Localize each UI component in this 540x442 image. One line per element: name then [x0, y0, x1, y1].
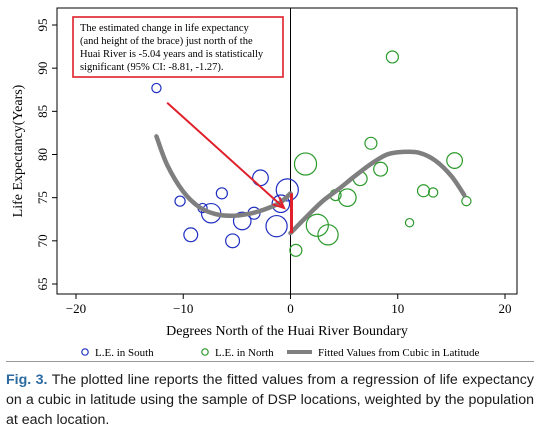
figure-caption: Fig. 3. The plotted line reports the fit… [6, 370, 534, 430]
x-tick-label: 10 [391, 301, 404, 316]
chart-figure: −20 −10 0 10 20 65 70 75 80 85 90 95 Degrees North … [11, 7, 518, 359]
annotation-line-1: The estimated change in life expectancy [80, 23, 250, 34]
caption-divider [6, 361, 534, 362]
south-data-point [225, 233, 241, 249]
chart-marks [151, 50, 472, 257]
y-tick-label: 75 [35, 191, 50, 204]
south-data-point [271, 194, 291, 214]
north-data-point [446, 152, 464, 169]
legend-south-label: L.E. in South [95, 347, 154, 359]
y-tick-label: 65 [35, 278, 50, 291]
x-tick-label: 20 [499, 301, 512, 316]
annotation-line-4: significant (95% CI: -8.81, -1.27). [80, 62, 223, 73]
svg-text:The estimated change in life e: The estimated change in life expectancy … [80, 23, 266, 73]
annotation-arrow-shaft [166, 101, 285, 209]
north-data-point [364, 136, 378, 150]
caption-label: Fig. 3. [6, 372, 48, 388]
north-data-point [293, 152, 318, 176]
y-tick-label: 85 [35, 105, 50, 118]
x-tick-label: 0 [287, 301, 294, 316]
annotation-arrow-head [272, 196, 286, 210]
legend-north-marker [201, 348, 209, 356]
legend: L.E. in South L.E. in North Fitted Value… [81, 347, 480, 359]
south-data-point [215, 187, 228, 200]
south-data-point [174, 195, 186, 207]
north-data-point [305, 213, 329, 237]
legend-south-marker [81, 348, 89, 356]
south-data-point [232, 211, 252, 231]
north-data-point [317, 224, 339, 246]
axes-group: −20 −10 0 10 20 65 70 75 80 85 90 95 [35, 8, 512, 316]
legend-north-label: L.E. in North [215, 347, 274, 359]
x-axis-label: Degrees North of the Huai River Boundary [166, 324, 408, 339]
south-data-point [252, 169, 269, 187]
y-tick-label: 70 [35, 234, 50, 247]
south-data-point [265, 214, 288, 238]
y-axis-label: Life Expectancy(Years) [11, 84, 26, 217]
north-data-point [404, 217, 415, 228]
north-data-point [416, 184, 431, 198]
fitted-curve-south [154, 134, 293, 219]
north-data-point [289, 243, 303, 257]
legend-fit-label: Fitted Values from Cubic in Latitude [318, 347, 480, 359]
south-data-point [151, 82, 162, 94]
plot-frame [56, 7, 518, 295]
y-tick-label: 90 [35, 62, 50, 75]
annotation-line-2: (and height of the brace) just north of … [80, 36, 253, 47]
annotation-box [72, 16, 284, 78]
x-tick-label: −10 [173, 301, 193, 316]
fitted-curve-north [288, 149, 467, 236]
annotation-line-3: Huai River is -5.04 years and is statist… [80, 49, 264, 60]
south-data-point [183, 227, 199, 243]
north-data-point [385, 50, 399, 64]
north-data-point [338, 188, 357, 208]
south-data-point [275, 178, 299, 202]
y-tick-label: 80 [35, 148, 50, 161]
caption-text: The plotted line reports the fitted valu… [6, 372, 534, 428]
north-data-point [373, 161, 389, 177]
north-data-point [427, 187, 439, 198]
x-tick-label: −20 [66, 301, 86, 316]
y-tick-label: 95 [35, 19, 50, 32]
north-data-point [461, 195, 472, 207]
